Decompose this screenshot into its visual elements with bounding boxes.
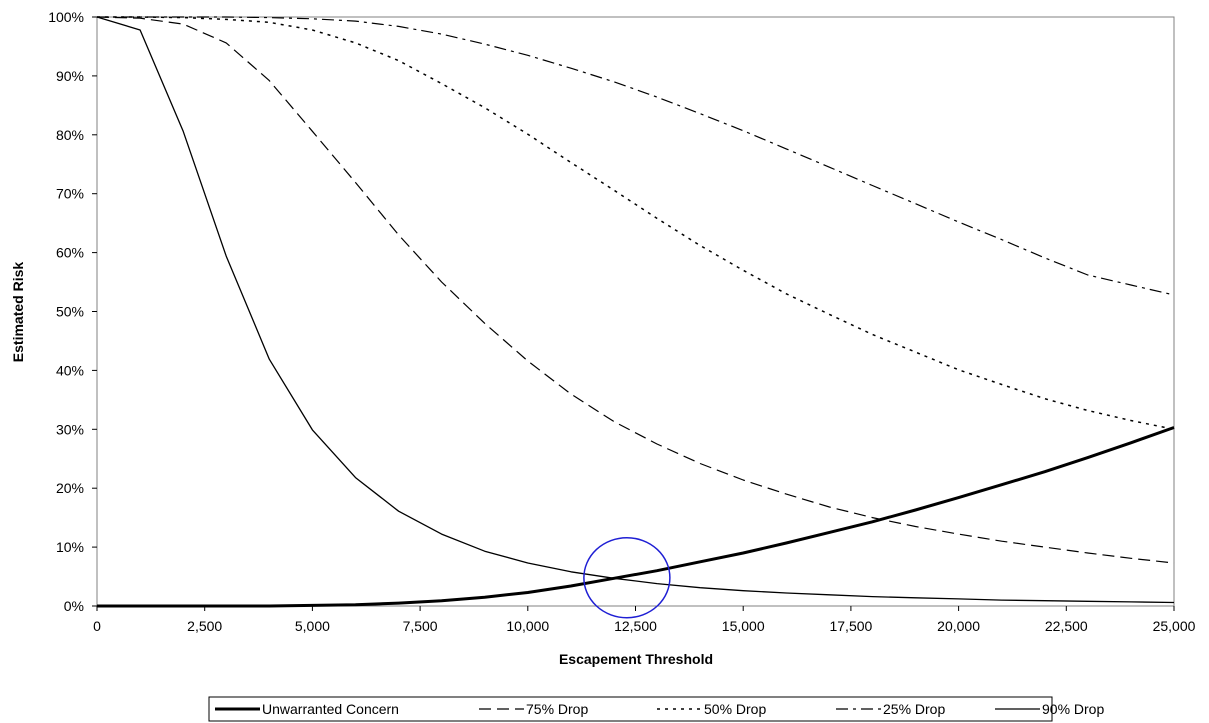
x-tick-label: 7,500 — [403, 618, 438, 634]
legend-label: Unwarranted Concern — [262, 701, 399, 717]
x-tick-label: 10,000 — [506, 618, 549, 634]
legend-box — [208, 696, 1053, 722]
series-line-50-drop — [97, 16, 1175, 431]
series-layer — [96, 16, 1175, 608]
x-tick-label: 22,500 — [1045, 618, 1088, 634]
y-tick-label: 90% — [56, 68, 84, 84]
legend-label: 75% Drop — [526, 701, 588, 717]
y-tick-label: 60% — [56, 245, 84, 261]
series-line-90-drop — [96, 16, 1175, 604]
x-tick-label: 15,000 — [722, 618, 765, 634]
legend-label: 90% Drop — [1042, 701, 1104, 717]
y-tick-label: 50% — [56, 304, 84, 320]
axes-layer: 0 2,500 5,000 7,500 10,000 12,500 15,000 17,500… — [48, 9, 1195, 634]
x-tick-label: 17,500 — [829, 618, 872, 634]
x-tick-label: 0 — [93, 618, 101, 634]
y-tick-label: 10% — [56, 539, 84, 555]
y-tick-label: 30% — [56, 421, 84, 437]
x-tick-label: 25,000 — [1153, 618, 1196, 634]
highlight-ellipse — [583, 536, 671, 619]
y-tick-label: 0% — [64, 598, 84, 614]
y-tick-label: 100% — [48, 9, 84, 25]
x-tick-label: 12,500 — [614, 618, 657, 634]
y-axis-title: Estimated Risk — [10, 262, 26, 363]
series-line-25-drop — [97, 16, 1175, 296]
annotation-layer — [583, 536, 671, 619]
x-tick-label: 5,000 — [295, 618, 330, 634]
legend: Unwarranted Concern 75% Drop 50% Drop 25% D… — [208, 696, 1104, 722]
y-tick-label: 70% — [56, 186, 84, 202]
y-tick-label: 20% — [56, 480, 84, 496]
y-tick-label: 40% — [56, 362, 84, 378]
legend-label: 50% Drop — [704, 701, 766, 717]
series-line-75-drop — [96, 16, 1175, 564]
x-axis-title: Escapement Threshold — [559, 651, 713, 667]
series-line-unwarranted-concern — [97, 426, 1175, 608]
x-tick-label: 2,500 — [187, 618, 222, 634]
y-tick-label: 80% — [56, 127, 84, 143]
legend-label: 25% Drop — [883, 701, 945, 717]
x-tick-label: 20,000 — [937, 618, 980, 634]
